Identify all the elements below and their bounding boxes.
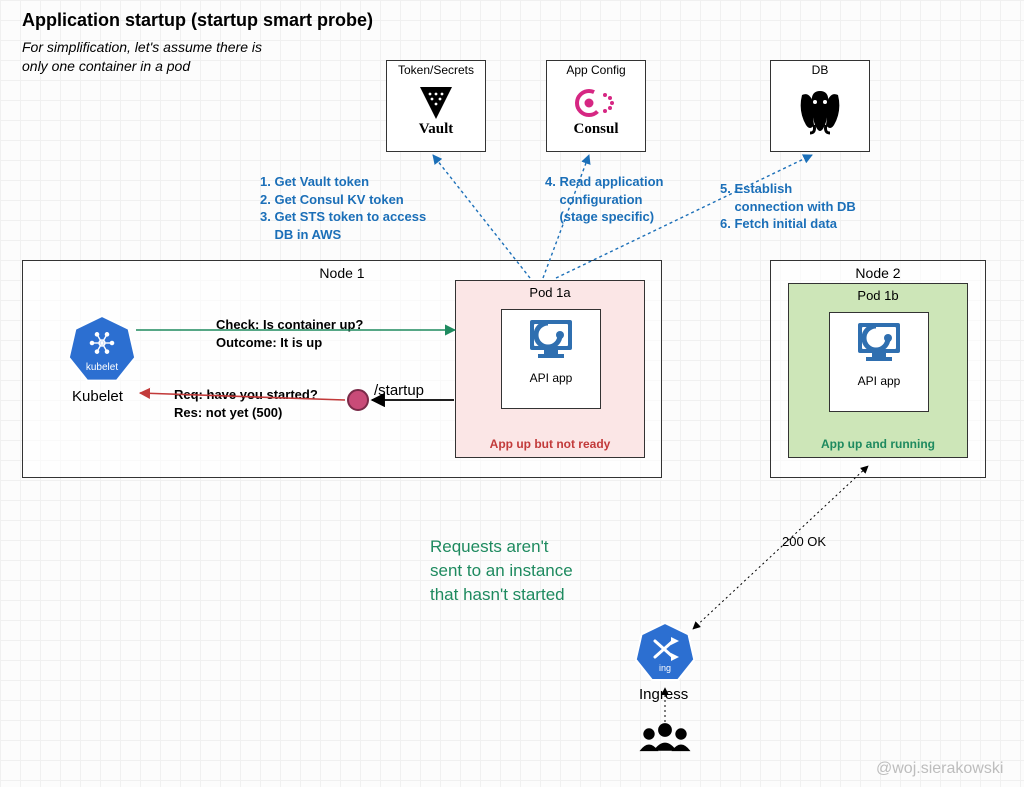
steps-list-db: 5. Establish connection with DB6. Fetch …: [720, 180, 856, 233]
steps-list-consul: 4. Read application configuration (stage…: [545, 173, 663, 226]
api-app-1a-label: API app: [502, 371, 600, 385]
center-msg-l1: Requests aren't: [430, 537, 549, 556]
service-box-consul: App Config Consul: [546, 60, 646, 152]
subtitle-line-1: For simplification, let's assume there i…: [22, 39, 262, 55]
center-msg-l3: that hasn't started: [430, 585, 565, 604]
vault-icon: [416, 85, 456, 121]
center-message: Requests aren't sent to an instance that…: [430, 535, 573, 606]
pod-1b-box: Pod 1b API app App up and running: [788, 283, 968, 458]
svg-text:ing: ing: [659, 663, 671, 673]
probe-line-1: Req: have you started?: [174, 387, 318, 402]
pod-1b-status: App up and running: [821, 437, 935, 451]
consul-name: Consul: [573, 121, 618, 138]
node-1-label: Node 1: [319, 265, 364, 281]
check-line-2: Outcome: It is up: [216, 335, 322, 350]
diagram-title: Application startup (startup smart probe…: [22, 10, 373, 31]
db-label: DB: [771, 63, 869, 77]
steps-list-vault: 1. Get Vault token2. Get Consul KV token…: [260, 173, 426, 243]
pod-1a-box: Pod 1a API app App up but not ready: [455, 280, 645, 458]
api-app-icon: [524, 316, 578, 364]
node-2-label: Node 2: [855, 265, 900, 281]
api-app-icon: [852, 319, 906, 367]
probe-text: Req: have you started? Res: not yet (500…: [174, 386, 318, 421]
kubelet-label: Kubelet: [72, 388, 123, 405]
center-msg-l2: sent to an instance: [430, 561, 573, 580]
api-app-1b-label: API app: [830, 374, 928, 388]
pod-1a-status: App up but not ready: [490, 437, 611, 451]
service-box-db: DB: [770, 60, 870, 152]
postgres-icon: [792, 85, 848, 137]
check-text: Check: Is container up? Outcome: It is u…: [216, 316, 363, 351]
vault-name: Vault: [419, 121, 453, 138]
api-app-1b-box: API app: [829, 312, 929, 412]
edge-label-200-ok: 200 OK: [782, 534, 826, 549]
ingress-label: Ingress: [639, 686, 688, 703]
consul-icon: [573, 85, 619, 121]
service-box-vault: Token/Secrets Vault: [386, 60, 486, 152]
check-line-1: Check: Is container up?: [216, 317, 363, 332]
api-app-1a-box: API app: [501, 309, 601, 409]
consul-label: App Config: [547, 63, 645, 77]
pod-1b-label: Pod 1b: [857, 288, 898, 303]
startup-endpoint-label: /startup: [374, 382, 424, 399]
subtitle-line-2: only one container in a pod: [22, 58, 190, 74]
attribution-text: @woj.sierakowski: [876, 760, 1003, 778]
pod-1a-label: Pod 1a: [529, 285, 570, 300]
vault-label: Token/Secrets: [387, 63, 485, 77]
probe-line-2: Res: not yet (500): [174, 405, 282, 420]
diagram-subtitle: For simplification, let's assume there i…: [22, 38, 262, 76]
